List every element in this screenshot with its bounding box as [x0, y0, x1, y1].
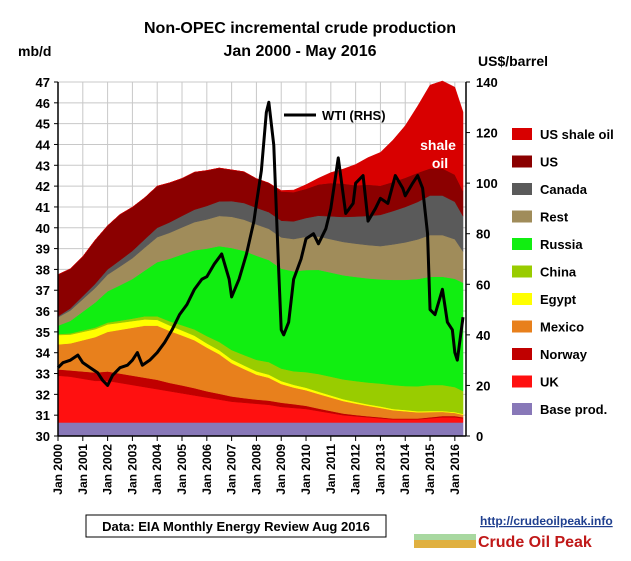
- x-tick-label: Jan 2003: [125, 444, 139, 495]
- legend-swatch: [512, 210, 532, 223]
- x-tick-label: Jan 2012: [349, 444, 363, 495]
- wti-legend: WTI (RHS): [284, 108, 386, 123]
- y-left-tick-label: 47: [36, 75, 50, 90]
- chart-subtitle: Jan 2000 - May 2016: [224, 43, 377, 60]
- shale-oil-annotation: shale oil: [420, 137, 460, 171]
- y-right-tick-label: 100: [476, 176, 498, 191]
- y-left-tick-label: 42: [36, 179, 50, 194]
- x-tick-label: Jan 2005: [175, 444, 189, 495]
- y-left-tick-label: 34: [36, 346, 51, 361]
- x-tick-label: Jan 2002: [101, 444, 115, 495]
- legend-label: Russia: [540, 237, 583, 252]
- x-tick-label: Jan 2000: [51, 444, 65, 495]
- y-left-tick-label: 45: [36, 117, 50, 132]
- y-left-tick-label: 44: [36, 137, 51, 152]
- y-left-tick-label: 46: [36, 96, 50, 111]
- watermark-url[interactable]: http://crudeoilpeak.info: [480, 514, 613, 528]
- legend-swatch: [512, 348, 532, 360]
- y-right-tick-label: 0: [476, 429, 483, 444]
- y-left-tick-label: 40: [36, 221, 50, 236]
- y-left-tick-label: 31: [36, 408, 50, 423]
- area-us-shale-oil: [57, 80, 464, 275]
- y-left-tick-label: 37: [36, 283, 50, 298]
- y-left-tick-label: 41: [36, 200, 50, 215]
- legend-swatch: [512, 320, 532, 333]
- y-right-tick-label: 40: [476, 328, 490, 343]
- legend: US shale oil US Canada Rest Russia China Egypt…: [512, 127, 614, 417]
- y-left-tick-label: 30: [36, 429, 50, 444]
- legend-swatch: [512, 128, 532, 140]
- wti-layer: [56, 100, 465, 387]
- area-base-prod-: [57, 422, 464, 437]
- watermark-logo-graphic: [414, 534, 476, 548]
- watermark-name: Crude Oil Peak: [478, 534, 592, 551]
- legend-swatch: [512, 238, 532, 250]
- y-left-unit: mb/d: [18, 43, 51, 59]
- axes: 30 31 32 33 34 35 36 37 38 39 40 41 42 43 44 45 46 47 0 20 4…: [36, 75, 498, 495]
- shale-annotation-line-2: oil: [432, 155, 448, 171]
- y-left-tick-label: 38: [36, 262, 50, 277]
- x-tick-label: Jan 2008: [249, 444, 263, 495]
- x-tick-label: Jan 2015: [423, 444, 437, 495]
- x-tick-label: Jan 2001: [76, 444, 90, 495]
- y-left-tick-label: 33: [36, 367, 50, 382]
- y-right-tick-label: 80: [476, 227, 490, 242]
- legend-label: Egypt: [540, 292, 577, 307]
- y-right-unit: US$/barrel: [478, 53, 548, 69]
- legend-label: Mexico: [540, 320, 584, 335]
- y-right-tick-label: 20: [476, 378, 490, 393]
- legend-label: China: [540, 265, 577, 280]
- legend-swatch: [512, 403, 532, 415]
- y-right-tick-label: 60: [476, 277, 490, 292]
- x-tick-label: Jan 2007: [225, 444, 239, 495]
- x-tick-label: Jan 2011: [324, 444, 338, 494]
- shale-annotation-line-1: shale: [420, 137, 456, 153]
- legend-swatch: [512, 155, 532, 168]
- y-left-tick-label: 43: [36, 158, 50, 173]
- x-tick-label: Jan 2006: [200, 444, 214, 495]
- legend-label: UK: [540, 375, 559, 390]
- legend-label: Rest: [540, 210, 569, 225]
- legend-label: Canada: [540, 182, 588, 197]
- wti-legend-label: WTI (RHS): [322, 108, 386, 123]
- legend-swatch: [512, 183, 532, 195]
- y-right-tick-label: 140: [476, 75, 498, 90]
- legend-swatch: [512, 265, 532, 278]
- x-tick-label: Jan 2016: [448, 444, 462, 495]
- chart-title: Non-OPEC incremental crude production: [144, 20, 456, 37]
- legend-label: Norway: [540, 347, 588, 362]
- x-tick-label: Jan 2013: [373, 444, 387, 495]
- source-box: [85, 514, 387, 538]
- y-left-tick-label: 36: [36, 304, 50, 319]
- y-left-tick-label: 35: [36, 325, 50, 340]
- y-left-tick-label: 32: [36, 387, 50, 402]
- legend-label: Base prod.: [540, 402, 607, 417]
- legend-label: US: [540, 155, 558, 170]
- wti-series-line: [56, 100, 465, 387]
- x-tick-label: Jan 2010: [299, 444, 313, 495]
- source-text: Data: EIA Monthly Energy Review Aug 2016: [102, 519, 370, 534]
- legend-label: US shale oil: [540, 127, 614, 142]
- legend-swatch: [512, 375, 532, 388]
- y-right-tick-label: 120: [476, 126, 498, 141]
- y-left-tick-label: 39: [36, 242, 50, 257]
- x-tick-label: Jan 2009: [274, 444, 288, 495]
- x-tick-label: Jan 2004: [150, 444, 164, 495]
- watermark-band-2: [414, 540, 476, 548]
- x-tick-label: Jan 2014: [398, 444, 412, 495]
- legend-swatch: [512, 293, 532, 305]
